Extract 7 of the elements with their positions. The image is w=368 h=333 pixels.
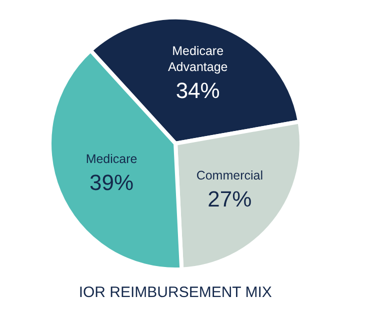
slice-label: Medicare Advantage bbox=[168, 44, 228, 74]
data-label: 27% bbox=[208, 186, 252, 212]
data-label: 39% bbox=[90, 170, 134, 196]
data-label: 34% bbox=[176, 78, 220, 103]
text: IOR REIMBURSEMENT MIX bbox=[78, 284, 272, 301]
slice-label: Commercial bbox=[196, 168, 264, 183]
slice-label: Medicare bbox=[86, 152, 138, 166]
